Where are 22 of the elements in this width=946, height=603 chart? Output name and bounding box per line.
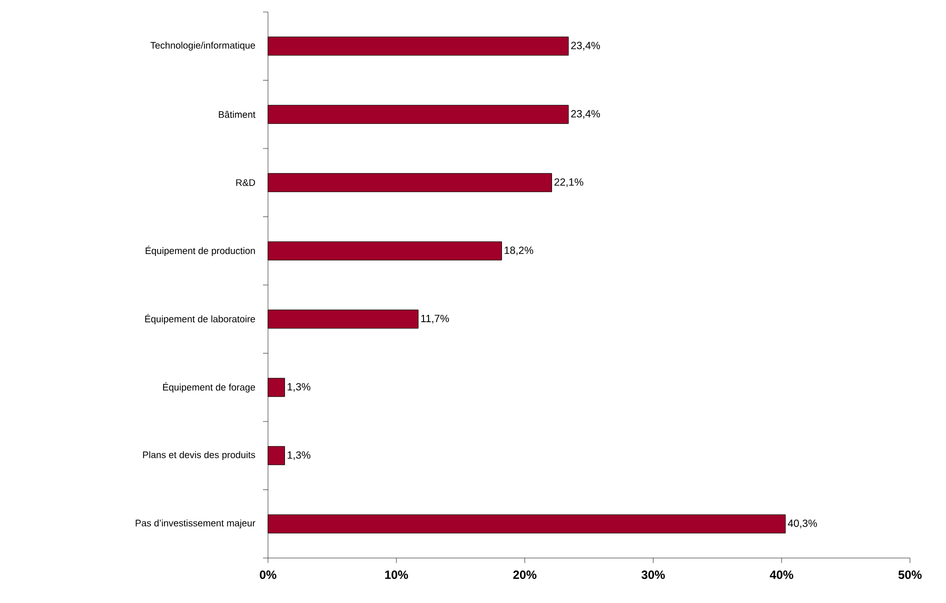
y-tick-label: Équipement de production: [146, 246, 255, 256]
data-label: 11,7%: [421, 314, 449, 324]
data-label: 22,1%: [554, 178, 584, 187]
data-label: 1,3%: [288, 383, 310, 392]
y-tick-label: Pas d’investissement majeur: [136, 519, 256, 528]
data-label: 18,2%: [504, 246, 534, 256]
x-tick-label: 10%: [385, 570, 408, 579]
x-tick-label: 20%: [513, 570, 536, 579]
x-tick-label: 0%: [260, 570, 276, 579]
data-label: 1,3%: [288, 451, 310, 460]
data-label: 23,4%: [571, 42, 600, 50]
data-label: 23,4%: [571, 110, 600, 119]
x-tick-label: 50%: [898, 570, 922, 579]
x-tick-label: 40%: [770, 570, 794, 579]
y-tick-label: Équipement de forage: [163, 382, 256, 392]
x-tick-label: 30%: [642, 570, 665, 580]
y-tick-label: Bâtiment: [218, 110, 256, 118]
y-tick-label: R&D: [236, 179, 256, 186]
y-tick-label: Équipement de laboratoire: [145, 314, 256, 324]
y-tick-label: Technologie/informatique: [150, 42, 256, 51]
data-label: 40,3%: [788, 520, 817, 528]
y-tick-label: Plans et devis des produits: [143, 451, 256, 460]
